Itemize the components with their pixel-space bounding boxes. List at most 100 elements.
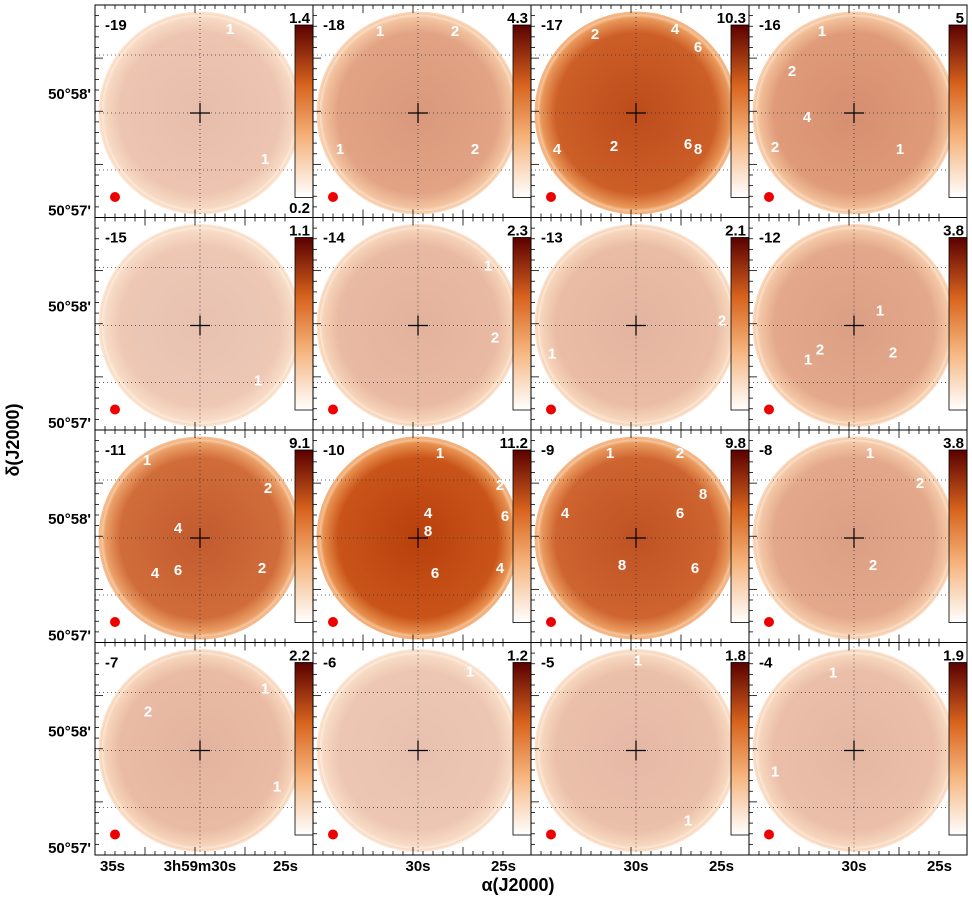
beam — [546, 404, 556, 415]
contour-label: 8 — [694, 141, 702, 158]
y-tick-label: 50°58' — [48, 723, 91, 740]
contour-label: 4 — [553, 141, 562, 158]
beam — [764, 192, 774, 202]
contour-label: 1 — [226, 21, 234, 38]
contour-label: 6 — [174, 562, 182, 579]
contour-label: 2 — [591, 26, 599, 43]
x-tick-label: 3h59m30s — [164, 858, 237, 875]
contour-label: 1 — [606, 445, 614, 462]
beam — [328, 404, 338, 415]
y-axis-title: δ(J2000) — [3, 404, 23, 477]
max-label: 11.2 — [500, 435, 528, 452]
contour-label: 8 — [699, 486, 707, 503]
max-label: 1.8 — [725, 647, 746, 664]
max-label: 2.2 — [289, 647, 310, 664]
velocity-label: -18 — [323, 17, 345, 34]
contour-label: 2 — [718, 312, 726, 329]
contour-label: 6 — [694, 39, 702, 56]
contour-label: 1 — [564, 232, 572, 249]
x-tick-label: 30s — [405, 858, 430, 875]
contour-label: 4 — [174, 520, 183, 537]
beam — [110, 404, 120, 415]
contour-label: 2 — [916, 475, 924, 492]
max-label: 2.3 — [507, 222, 528, 239]
contour-label: 6 — [676, 505, 684, 522]
velocity-label: -9 — [541, 442, 554, 459]
velocity-label: -4 — [759, 654, 773, 671]
colorbar — [948, 237, 968, 411]
colorbar — [294, 24, 314, 198]
panel: -17 10.32 464 2 6 8 — [530, 4, 750, 218]
contour-label: 4 — [496, 560, 505, 577]
velocity-label: -13 — [541, 229, 563, 246]
panel-frame — [748, 642, 968, 856]
panel: -5 1.8 1 1 — [530, 642, 750, 856]
panel: -9 9.81 284 68 6 — [530, 429, 750, 643]
panel: -4 1.9 1 1 — [748, 642, 968, 856]
colorbar — [512, 24, 532, 198]
contour-label: 2 — [869, 557, 877, 574]
contour-label: 2 — [264, 480, 272, 497]
velocity-label: -17 — [541, 17, 563, 34]
beam — [110, 829, 120, 840]
velocity-label: -6 — [323, 654, 336, 671]
contour-label: 2 — [610, 138, 618, 155]
contour-label: 1 — [273, 778, 281, 795]
beam — [328, 829, 338, 840]
velocity-label: -16 — [759, 17, 781, 34]
colorbar — [512, 662, 532, 836]
contour-label: 4 — [803, 109, 812, 126]
panel: -8 3.8 1 2 2 — [748, 429, 968, 643]
velocity-label: -15 — [105, 229, 127, 246]
colorbar — [730, 449, 750, 623]
panel: -19 1.4 0.2 1 1 — [94, 4, 314, 218]
x-tick-label: 30s — [841, 858, 866, 875]
contour-label: 6 — [684, 136, 692, 153]
velocity-label: -14 — [323, 229, 345, 246]
colorbar — [948, 24, 968, 198]
contour-label: 2 — [676, 445, 684, 462]
beam — [546, 192, 556, 202]
y-tick-label: 50°57' — [48, 627, 91, 644]
x-tick-label: 35s — [100, 858, 125, 875]
contour-label: 2 — [816, 341, 824, 358]
max-label: 1.9 — [943, 647, 964, 664]
panel: -14 2.3 1 2 — [312, 217, 532, 431]
contour-label: 2 — [451, 23, 459, 40]
velocity-label: -8 — [759, 442, 772, 459]
contour-label: 2 — [471, 141, 479, 158]
y-tick-label: 50°58' — [48, 86, 91, 103]
colorbar — [730, 24, 750, 198]
beam — [764, 617, 774, 627]
beam — [764, 829, 774, 840]
contour-label: 2 — [144, 703, 152, 720]
beam — [328, 617, 338, 627]
contour-label: 1 — [684, 812, 692, 829]
contour-label: 6 — [501, 508, 509, 525]
contour-label: 8 — [618, 557, 626, 574]
panel: -18 4.3 1 2 1 2 — [312, 4, 532, 218]
beam — [328, 192, 338, 202]
max-label: 9.1 — [289, 435, 310, 452]
contour-label: 1 — [548, 345, 556, 362]
colorbar — [948, 449, 968, 623]
colorbar — [512, 237, 532, 411]
contour-label: 6 — [691, 560, 699, 577]
panel: -13 2.1 1 2 1 — [530, 217, 750, 431]
contour-label: 4 — [151, 565, 160, 582]
contour-label: 2 — [496, 477, 504, 494]
contour-label: 1 — [829, 664, 837, 681]
contour-label: 1 — [261, 680, 269, 697]
colorbar — [948, 662, 968, 836]
velocity-label: -19 — [105, 17, 127, 34]
contour-label: 1 — [876, 302, 884, 319]
panel: -16 5 1 2 4 2 1 — [748, 4, 968, 218]
contour-label: 2 — [788, 63, 796, 80]
max-label: 9.8 — [725, 435, 746, 452]
contour-label: 1 — [336, 141, 344, 158]
contour-label: 1 — [818, 23, 826, 40]
contour-label: 1 — [804, 351, 812, 368]
panel: -7 2.2 1 2 1 — [94, 642, 314, 856]
velocity-label: -12 — [759, 229, 781, 246]
